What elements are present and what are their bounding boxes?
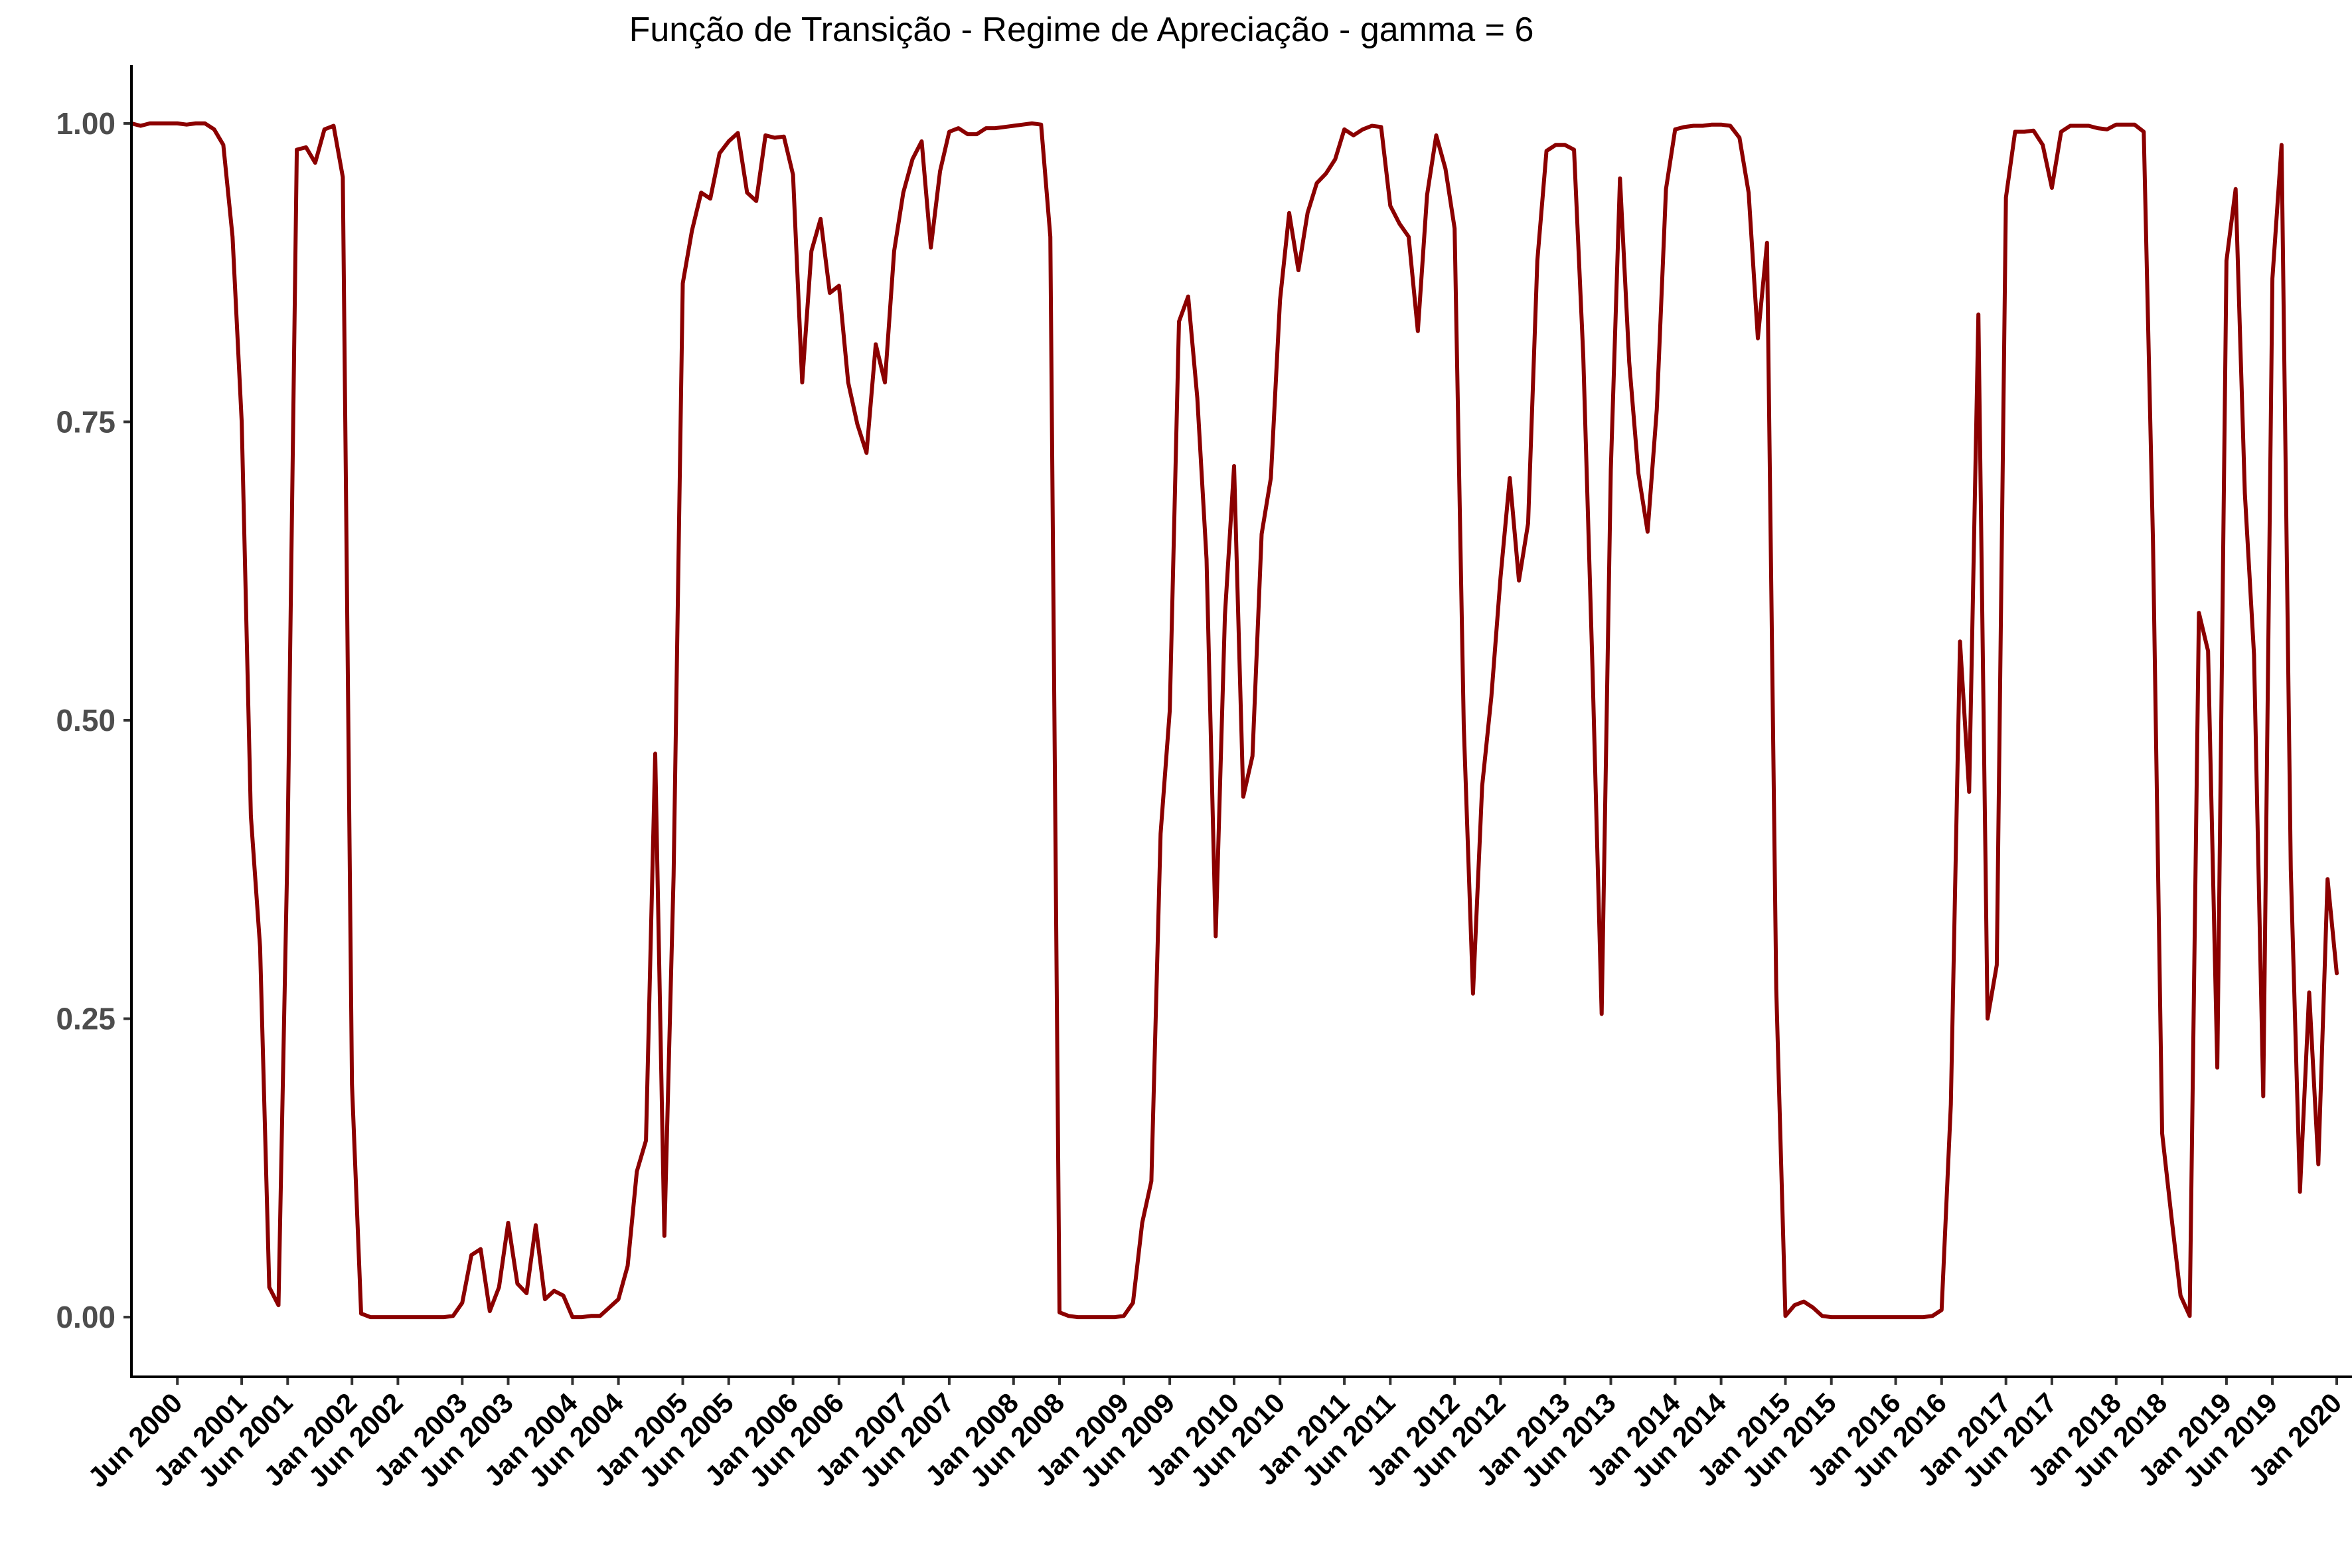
y-tick-label: 0.75: [56, 404, 116, 439]
y-axis-ticks: 0.00 0.25 0.50 0.75 1.00: [56, 106, 131, 1334]
y-tick-label: 1.00: [56, 106, 116, 141]
series-line: [131, 121, 2339, 1320]
chart-title: Função de Transição - Regime de Apreciaç…: [629, 11, 1534, 49]
y-tick-label: 0.25: [56, 1002, 116, 1036]
y-tick-label: 0.50: [56, 703, 116, 738]
y-tick-label: 0.00: [56, 1300, 116, 1334]
